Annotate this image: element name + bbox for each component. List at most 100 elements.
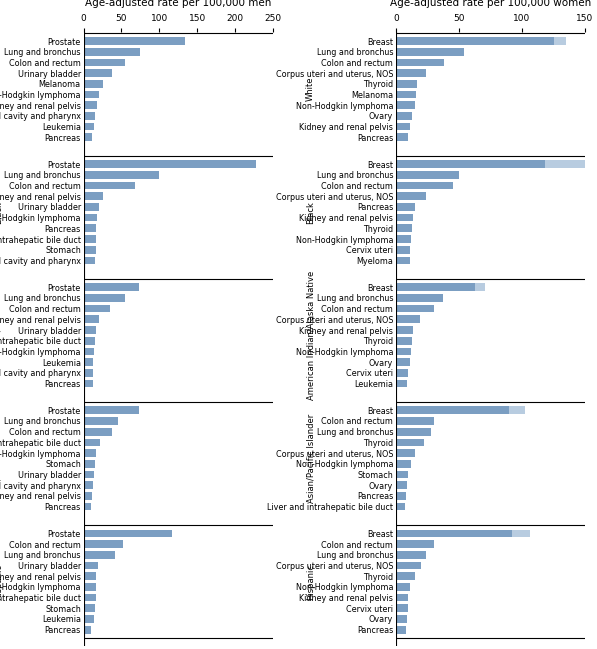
Bar xyxy=(396,305,433,312)
Bar xyxy=(84,449,96,457)
Text: Asian/Pacific Islander: Asian/Pacific Islander xyxy=(306,414,315,503)
Bar xyxy=(84,406,139,414)
Bar xyxy=(84,439,100,447)
Bar xyxy=(396,337,412,345)
Bar xyxy=(84,305,110,312)
Text: Hispanic: Hispanic xyxy=(0,563,3,600)
Bar xyxy=(84,225,97,232)
Bar xyxy=(396,134,408,141)
Bar xyxy=(84,615,94,623)
Bar xyxy=(396,284,475,291)
Bar xyxy=(84,358,93,366)
Bar xyxy=(396,58,444,66)
Bar xyxy=(396,235,411,243)
Bar xyxy=(396,348,411,355)
Bar xyxy=(84,380,93,387)
Bar xyxy=(84,134,92,141)
Bar xyxy=(84,112,95,120)
Bar xyxy=(84,37,185,45)
Bar xyxy=(396,460,411,468)
Bar xyxy=(396,326,414,334)
Bar xyxy=(84,326,96,334)
Bar xyxy=(396,246,410,254)
Bar xyxy=(396,91,416,99)
Bar xyxy=(396,428,431,435)
Text: Black: Black xyxy=(306,201,315,224)
Bar xyxy=(84,471,94,478)
Bar xyxy=(84,530,172,537)
Bar xyxy=(396,503,405,511)
Text: Asian/Pacific Islander: Asian/Pacific Islander xyxy=(0,414,3,503)
Bar xyxy=(84,80,103,88)
Text: American Indian/Alaska Native: American Indian/Alaska Native xyxy=(306,271,315,400)
Bar xyxy=(84,246,96,254)
Bar xyxy=(84,369,93,376)
Bar xyxy=(396,406,509,414)
Bar xyxy=(396,594,408,602)
Bar xyxy=(84,551,115,559)
Bar xyxy=(84,214,97,221)
Bar xyxy=(396,358,410,366)
Bar xyxy=(84,58,125,66)
Bar xyxy=(396,439,424,447)
Bar xyxy=(396,540,433,548)
Bar xyxy=(396,482,407,489)
Bar xyxy=(84,235,97,243)
Bar xyxy=(84,256,95,264)
Bar xyxy=(396,583,410,591)
Title: Age-adjusted rate per 100,000 women: Age-adjusted rate per 100,000 women xyxy=(390,0,591,8)
Bar xyxy=(84,171,159,178)
Bar xyxy=(396,112,412,120)
Bar xyxy=(396,225,412,232)
Bar xyxy=(396,182,453,190)
Bar xyxy=(84,123,94,130)
Bar xyxy=(84,192,103,200)
Bar xyxy=(84,48,140,56)
Text: White: White xyxy=(306,77,315,101)
Bar xyxy=(84,101,97,109)
Bar xyxy=(396,492,406,500)
Bar xyxy=(544,160,585,168)
Bar xyxy=(512,530,530,537)
Bar xyxy=(396,449,415,457)
Bar xyxy=(396,626,406,633)
Bar xyxy=(396,530,512,537)
Bar xyxy=(84,182,135,190)
Bar xyxy=(396,160,544,168)
Bar xyxy=(396,561,421,569)
Bar xyxy=(84,594,96,602)
Bar xyxy=(396,203,415,211)
Bar xyxy=(396,192,426,200)
Bar xyxy=(84,604,95,612)
Bar xyxy=(84,572,97,580)
Bar xyxy=(396,48,464,56)
Bar xyxy=(396,417,433,425)
Bar xyxy=(84,428,112,435)
Bar xyxy=(84,294,125,302)
Bar xyxy=(396,369,408,376)
Title: Age-adjusted rate per 100,000 men: Age-adjusted rate per 100,000 men xyxy=(85,0,272,8)
Bar xyxy=(84,91,100,99)
Bar xyxy=(396,101,415,109)
Bar xyxy=(84,482,93,489)
Bar xyxy=(84,540,123,548)
Bar xyxy=(84,337,95,345)
Bar xyxy=(396,69,426,77)
Bar xyxy=(84,492,92,500)
Bar xyxy=(396,80,417,88)
Text: Hispanic: Hispanic xyxy=(306,563,315,600)
Bar xyxy=(84,583,97,591)
Bar xyxy=(396,256,410,264)
Bar xyxy=(84,460,95,468)
Bar xyxy=(396,471,408,478)
Bar xyxy=(396,37,553,45)
Bar xyxy=(553,37,566,45)
Bar xyxy=(396,551,426,559)
Bar xyxy=(475,284,485,291)
Bar xyxy=(84,315,99,323)
Bar xyxy=(84,417,118,425)
Bar xyxy=(84,503,91,511)
Bar xyxy=(396,380,407,387)
Bar xyxy=(84,203,99,211)
Bar xyxy=(396,315,420,323)
